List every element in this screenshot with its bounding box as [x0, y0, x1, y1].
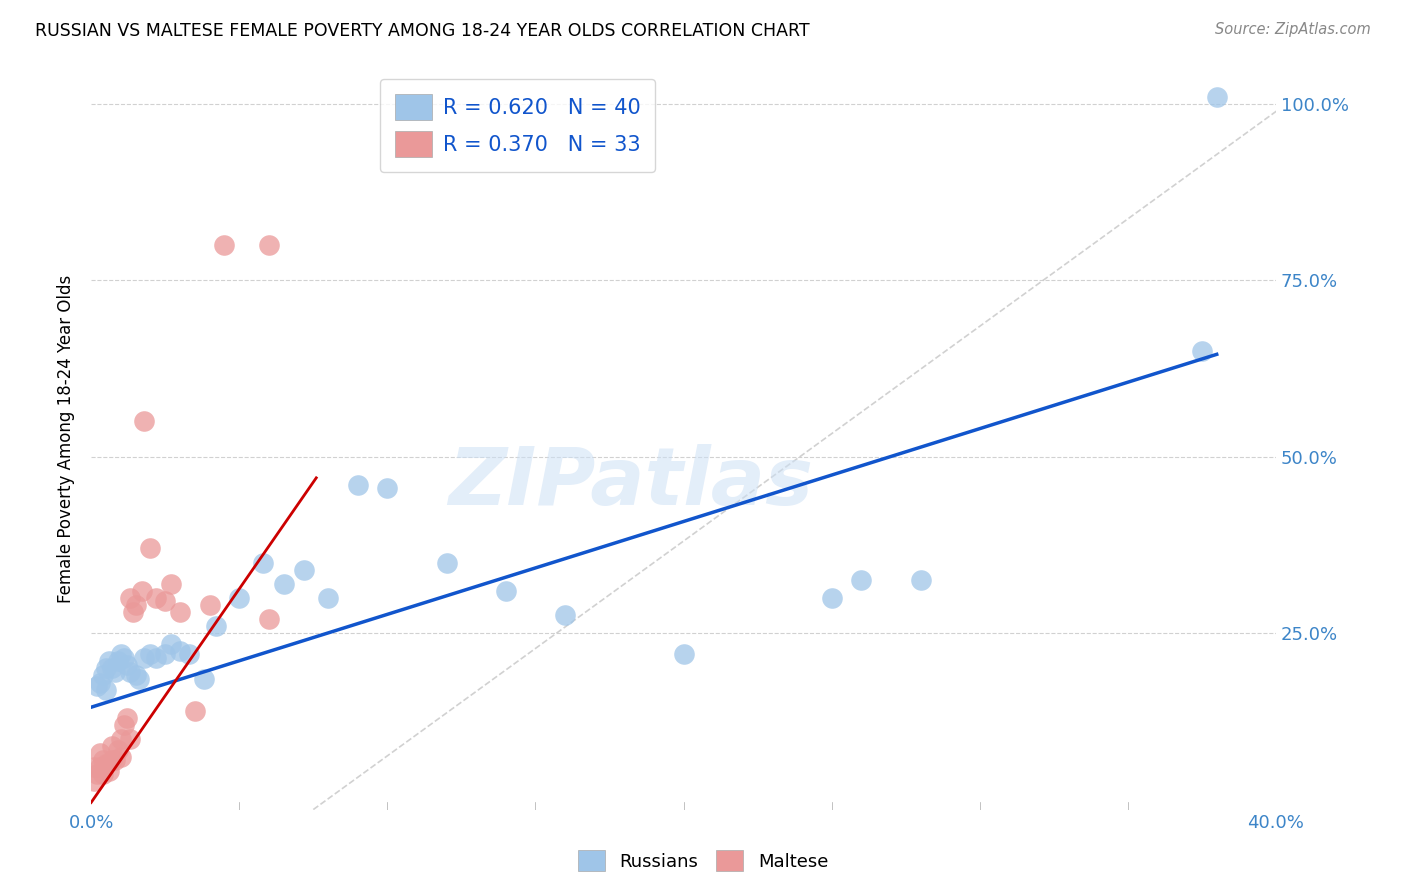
Point — [89, 675, 111, 690]
Point — [257, 238, 280, 252]
Point — [83, 760, 105, 774]
Point — [139, 647, 162, 661]
Point — [252, 556, 274, 570]
Point — [139, 541, 162, 556]
Point — [554, 608, 576, 623]
Point — [160, 637, 183, 651]
Point — [83, 774, 105, 789]
Point — [436, 556, 458, 570]
Point — [910, 573, 932, 587]
Point — [495, 583, 517, 598]
Point — [110, 731, 132, 746]
Point — [257, 612, 280, 626]
Point — [97, 654, 120, 668]
Point — [316, 591, 339, 605]
Point — [128, 672, 150, 686]
Y-axis label: Female Poverty Among 18-24 Year Olds: Female Poverty Among 18-24 Year Olds — [58, 275, 75, 603]
Point — [160, 576, 183, 591]
Point — [107, 654, 129, 668]
Point — [1205, 89, 1227, 103]
Point — [118, 591, 141, 605]
Point — [91, 753, 114, 767]
Text: Source: ZipAtlas.com: Source: ZipAtlas.com — [1215, 22, 1371, 37]
Point — [86, 679, 108, 693]
Point — [115, 711, 138, 725]
Point — [118, 665, 141, 679]
Point — [97, 764, 120, 778]
Point — [101, 739, 124, 753]
Point — [94, 682, 117, 697]
Point — [89, 746, 111, 760]
Point — [104, 665, 127, 679]
Point — [107, 742, 129, 756]
Point — [672, 647, 695, 661]
Point — [124, 668, 146, 682]
Point — [228, 591, 250, 605]
Point — [177, 647, 200, 661]
Point — [112, 718, 135, 732]
Point — [94, 661, 117, 675]
Point — [145, 591, 167, 605]
Point — [91, 668, 114, 682]
Point — [112, 650, 135, 665]
Point — [104, 753, 127, 767]
Point — [118, 731, 141, 746]
Point — [110, 647, 132, 661]
Point — [193, 672, 215, 686]
Text: ZIPatlas: ZIPatlas — [447, 444, 813, 523]
Point — [184, 704, 207, 718]
Point — [204, 619, 226, 633]
Point — [1191, 343, 1213, 358]
Point — [821, 591, 844, 605]
Point — [377, 482, 399, 496]
Point — [346, 478, 368, 492]
Point — [214, 238, 236, 252]
Point — [134, 414, 156, 428]
Point — [89, 760, 111, 774]
Point — [169, 605, 191, 619]
Point — [115, 657, 138, 672]
Point — [134, 650, 156, 665]
Legend: Russians, Maltese: Russians, Maltese — [571, 843, 835, 879]
Point — [124, 598, 146, 612]
Point — [110, 749, 132, 764]
Point — [153, 594, 176, 608]
Point — [169, 644, 191, 658]
Point — [131, 583, 153, 598]
Point — [101, 753, 124, 767]
Point — [121, 605, 143, 619]
Point — [91, 767, 114, 781]
Point — [94, 756, 117, 771]
Point — [101, 661, 124, 675]
Point — [153, 647, 176, 661]
Point — [273, 576, 295, 591]
Point — [86, 767, 108, 781]
Point — [198, 598, 221, 612]
Point — [851, 573, 873, 587]
Legend: R = 0.620   N = 40, R = 0.370   N = 33: R = 0.620 N = 40, R = 0.370 N = 33 — [380, 78, 655, 172]
Text: RUSSIAN VS MALTESE FEMALE POVERTY AMONG 18-24 YEAR OLDS CORRELATION CHART: RUSSIAN VS MALTESE FEMALE POVERTY AMONG … — [35, 22, 810, 40]
Point — [294, 563, 316, 577]
Point — [145, 650, 167, 665]
